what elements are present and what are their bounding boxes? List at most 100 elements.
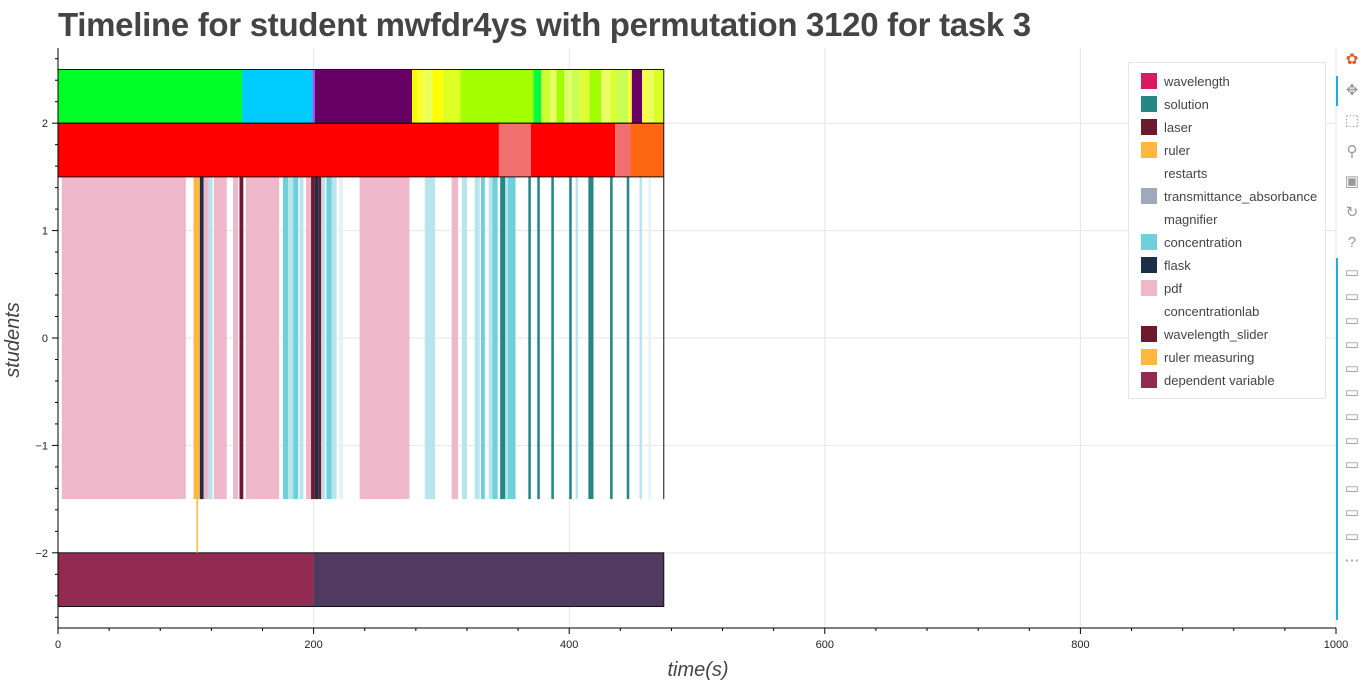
hover-icon[interactable]: ▭ xyxy=(1344,336,1360,353)
hover-icon[interactable]: ▭ xyxy=(1344,384,1360,401)
band-segment xyxy=(313,552,664,607)
box-zoom-icon[interactable]: ⬚ xyxy=(1344,112,1360,129)
reset-icon[interactable]: ↻ xyxy=(1345,203,1359,221)
event-bar xyxy=(321,176,326,500)
legend-item[interactable]: magnifier xyxy=(1141,209,1217,229)
legend-label: ruler xyxy=(1164,142,1191,158)
event-bar xyxy=(492,176,498,500)
band-segment xyxy=(627,69,632,124)
legend-label: laser xyxy=(1164,119,1193,135)
event-bar xyxy=(507,176,516,500)
legend-swatch xyxy=(1141,73,1157,89)
legend-label: solution xyxy=(1164,96,1209,112)
save-icon[interactable]: ▣ xyxy=(1344,173,1360,190)
more-icon[interactable]: ⋯ xyxy=(1344,552,1360,569)
event-bar xyxy=(481,176,485,500)
band-segment xyxy=(417,69,424,124)
legend-item[interactable]: wavelength xyxy=(1141,71,1230,91)
hover-icon[interactable]: ▭ xyxy=(1344,288,1360,305)
event-bar xyxy=(61,176,186,500)
x-tick-label: 200 xyxy=(304,639,322,651)
help-icon[interactable]: ? xyxy=(1347,234,1357,251)
band-segment xyxy=(58,69,243,124)
y-tick-label: −1 xyxy=(35,440,48,452)
wheel-zoom-icon[interactable]: ⚲ xyxy=(1346,142,1358,160)
event-bar xyxy=(193,176,200,500)
x-tick-label: 600 xyxy=(816,639,834,651)
legend-item[interactable]: pdf xyxy=(1141,278,1182,298)
chart-title: Timeline for student mwfdr4ys with permu… xyxy=(58,6,1031,43)
legend-swatch xyxy=(1141,188,1157,204)
band-segment xyxy=(533,69,542,124)
hover-icon[interactable]: ▭ xyxy=(1344,264,1360,281)
legend-item[interactable]: concentrationlab xyxy=(1141,301,1259,321)
event-bar xyxy=(488,176,493,500)
legend-item[interactable]: transmittance_absorbance xyxy=(1141,186,1317,206)
event-bar xyxy=(245,176,280,500)
hover-icon[interactable]: ▭ xyxy=(1344,432,1360,449)
hover-icon[interactable]: ▭ xyxy=(1344,480,1360,497)
y-tick-label: −2 xyxy=(35,548,48,560)
legend-item[interactable]: wavelength_slider xyxy=(1141,324,1268,344)
band-segment xyxy=(58,552,314,607)
legend-item[interactable]: ruler measuring xyxy=(1141,347,1254,367)
event-bar xyxy=(528,176,531,500)
event-bar xyxy=(626,176,630,500)
legend-label: pdf xyxy=(1164,280,1183,296)
band-segment xyxy=(412,69,418,124)
event-bar xyxy=(314,176,319,500)
pan-icon[interactable]: ✥ xyxy=(1345,81,1359,99)
toolbar-active-indicator xyxy=(1336,76,1338,106)
x-axis-label: time(s) xyxy=(667,659,729,681)
hover-icon[interactable]: ▭ xyxy=(1344,360,1360,377)
hover-icon[interactable]: ▭ xyxy=(1344,528,1360,545)
hover-icon[interactable]: ▭ xyxy=(1344,408,1360,425)
legend-swatch xyxy=(1141,165,1157,181)
event-bar xyxy=(305,176,312,500)
y-tick-label: 1 xyxy=(42,226,48,238)
legend-item[interactable]: ruler xyxy=(1141,140,1190,160)
y-tick-label: 2 xyxy=(42,118,48,130)
band-segment xyxy=(498,123,531,177)
legend-swatch xyxy=(1141,119,1157,135)
bokeh-logo-icon[interactable]: ✿ xyxy=(1345,51,1359,68)
band-segment xyxy=(630,123,664,177)
legend-swatch xyxy=(1141,326,1157,342)
x-tick-label: 0 xyxy=(55,639,61,651)
hover-icon[interactable]: ▭ xyxy=(1344,312,1360,329)
legend-item[interactable]: laser xyxy=(1141,117,1192,137)
event-bar xyxy=(339,176,343,500)
event-bar xyxy=(208,176,213,500)
event-bar xyxy=(213,176,227,500)
event-bar xyxy=(610,176,613,500)
legend-label: magnifier xyxy=(1164,211,1218,227)
legend-swatch xyxy=(1141,280,1157,296)
legend-item[interactable]: dependent variable xyxy=(1141,370,1275,390)
band-segment xyxy=(601,69,611,124)
event-bar xyxy=(461,176,467,500)
band-segment xyxy=(541,69,551,124)
legend-swatch xyxy=(1141,349,1157,365)
legend-item[interactable]: flask xyxy=(1141,255,1191,275)
band-segment xyxy=(242,69,313,124)
band-segment xyxy=(631,69,643,124)
band-segment xyxy=(550,69,557,124)
band-segment xyxy=(579,69,590,124)
hover-icon[interactable]: ▭ xyxy=(1344,456,1360,473)
legend-item[interactable]: restarts xyxy=(1141,163,1207,183)
legend-item[interactable]: concentration xyxy=(1141,232,1242,252)
event-bar xyxy=(569,176,572,500)
legend-label: concentrationlab xyxy=(1164,303,1260,319)
event-bar xyxy=(474,176,480,500)
legend-item[interactable]: solution xyxy=(1141,94,1209,114)
hover-icon[interactable]: ▭ xyxy=(1344,504,1360,521)
band-segment xyxy=(615,123,631,177)
event-bar xyxy=(551,176,554,500)
legend-label: flask xyxy=(1164,257,1191,273)
event-bar xyxy=(505,176,508,500)
band-segment xyxy=(571,69,580,124)
event-bar xyxy=(203,176,209,500)
x-tick-label: 800 xyxy=(1071,639,1089,651)
event-bar xyxy=(639,176,643,500)
